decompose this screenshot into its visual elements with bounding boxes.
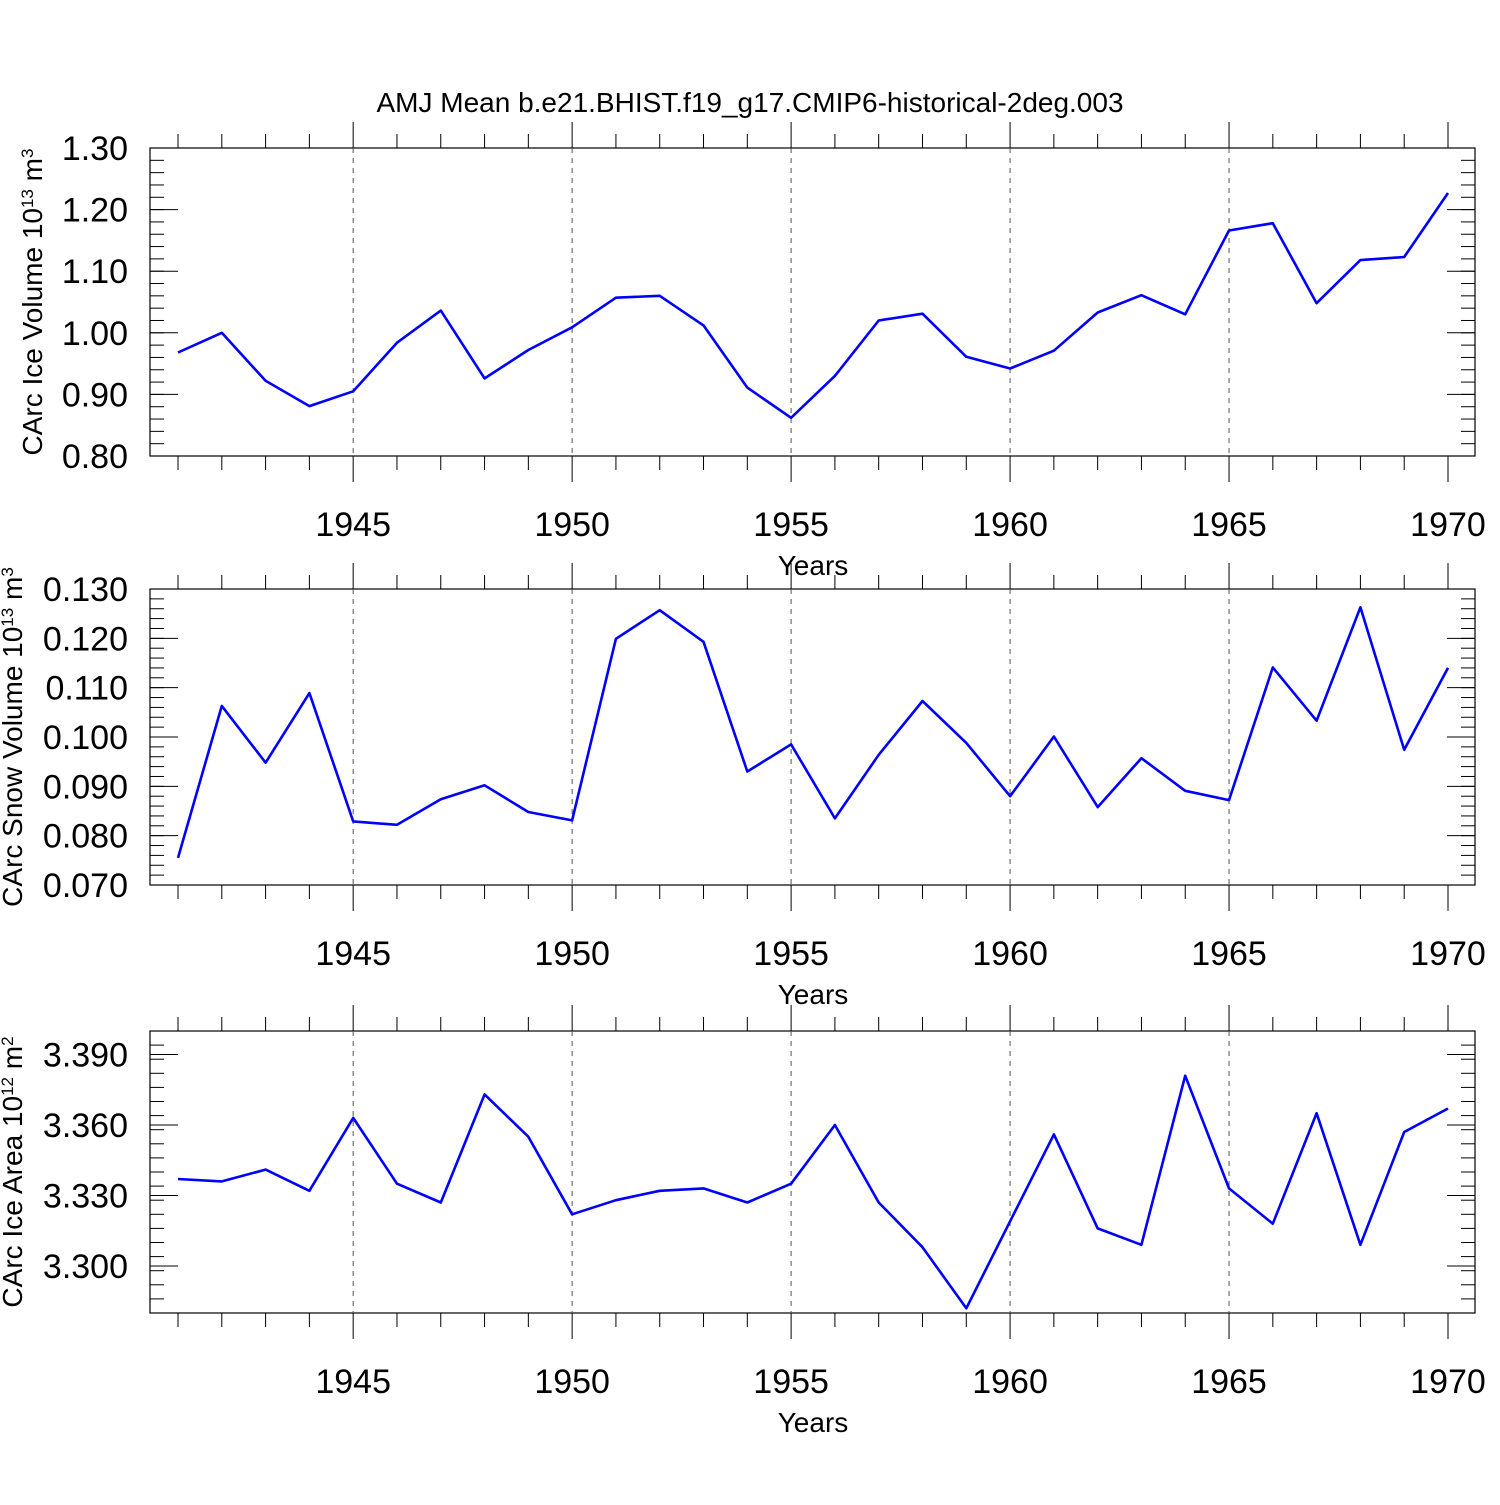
y-tick-label: 1.20 bbox=[62, 192, 128, 230]
y-tick-label: 1.30 bbox=[62, 130, 128, 168]
x-tick-label: 1965 bbox=[1191, 1363, 1267, 1401]
plot-frame bbox=[150, 589, 1475, 885]
y-tick-label: 0.80 bbox=[62, 438, 128, 476]
x-axis-label: Years bbox=[778, 979, 849, 1010]
x-tick-label: 1955 bbox=[753, 935, 829, 973]
y-axis-label: CArc Ice Area 1012 m2 bbox=[0, 1036, 28, 1307]
y-tick-label: 1.10 bbox=[62, 253, 128, 291]
figure-title: AMJ Mean b.e21.BHIST.f19_g17.CMIP6-histo… bbox=[376, 87, 1123, 118]
y-tick-label: 0.100 bbox=[43, 719, 128, 757]
y-tick-label: 1.00 bbox=[62, 315, 128, 353]
x-tick-label: 1970 bbox=[1410, 506, 1486, 544]
series-line-1 bbox=[178, 1076, 1448, 1309]
x-tick-label: 1960 bbox=[972, 1363, 1048, 1401]
x-tick-label: 1950 bbox=[534, 935, 610, 973]
series-line-1 bbox=[178, 607, 1448, 858]
y-tick-label: 0.120 bbox=[43, 620, 128, 658]
x-tick-label: 1960 bbox=[972, 506, 1048, 544]
y-tick-label: 3.390 bbox=[43, 1037, 128, 1075]
y-tick-label: 3.360 bbox=[43, 1107, 128, 1145]
y-axis-label: CArc Snow Volume 1013 m3 bbox=[0, 567, 28, 907]
x-tick-label: 1945 bbox=[315, 506, 391, 544]
x-tick-label: 1955 bbox=[753, 1363, 829, 1401]
x-axis-label: Years bbox=[778, 550, 849, 581]
chart-panel-2: 1945 1950 1955 1960 1965 1970 Years 0.070 0.080 0… bbox=[0, 563, 1486, 1010]
x-tick-label: 1945 bbox=[315, 1363, 391, 1401]
plot-frame bbox=[150, 1031, 1475, 1313]
x-axis-label: Years bbox=[778, 1407, 849, 1438]
y-tick-label: 3.300 bbox=[43, 1248, 128, 1286]
x-tick-label: 1960 bbox=[972, 935, 1048, 973]
x-tick-label: 1965 bbox=[1191, 935, 1267, 973]
y-tick-label: 0.070 bbox=[43, 867, 128, 905]
y-tick-label: 3.330 bbox=[43, 1178, 128, 1216]
x-tick-label: 1970 bbox=[1410, 1363, 1486, 1401]
x-tick-label: 1945 bbox=[315, 935, 391, 973]
y-tick-label: 0.130 bbox=[43, 571, 128, 609]
y-axis-label: CArc Ice Volume 1013 m3 bbox=[17, 149, 48, 456]
chart-panel-3: 1945 1950 1955 1960 1965 1970 Years 3.300 3.330 3… bbox=[0, 1005, 1486, 1438]
y-tick-label: 0.090 bbox=[43, 768, 128, 806]
y-tick-label: 0.110 bbox=[45, 670, 128, 708]
x-tick-label: 1955 bbox=[753, 506, 829, 544]
x-tick-label: 1965 bbox=[1191, 506, 1267, 544]
plot-frame bbox=[150, 148, 1475, 456]
series-line-1 bbox=[178, 193, 1448, 418]
x-tick-label: 1970 bbox=[1410, 935, 1486, 973]
y-tick-label: 0.080 bbox=[43, 818, 128, 856]
chart-panel-1: 1945 1950 1955 1960 1965 1970 Years 0.80 0.90 1.0… bbox=[17, 122, 1486, 581]
y-tick-label: 0.90 bbox=[62, 376, 128, 414]
x-tick-label: 1950 bbox=[534, 1363, 610, 1401]
x-tick-label: 1950 bbox=[534, 506, 610, 544]
